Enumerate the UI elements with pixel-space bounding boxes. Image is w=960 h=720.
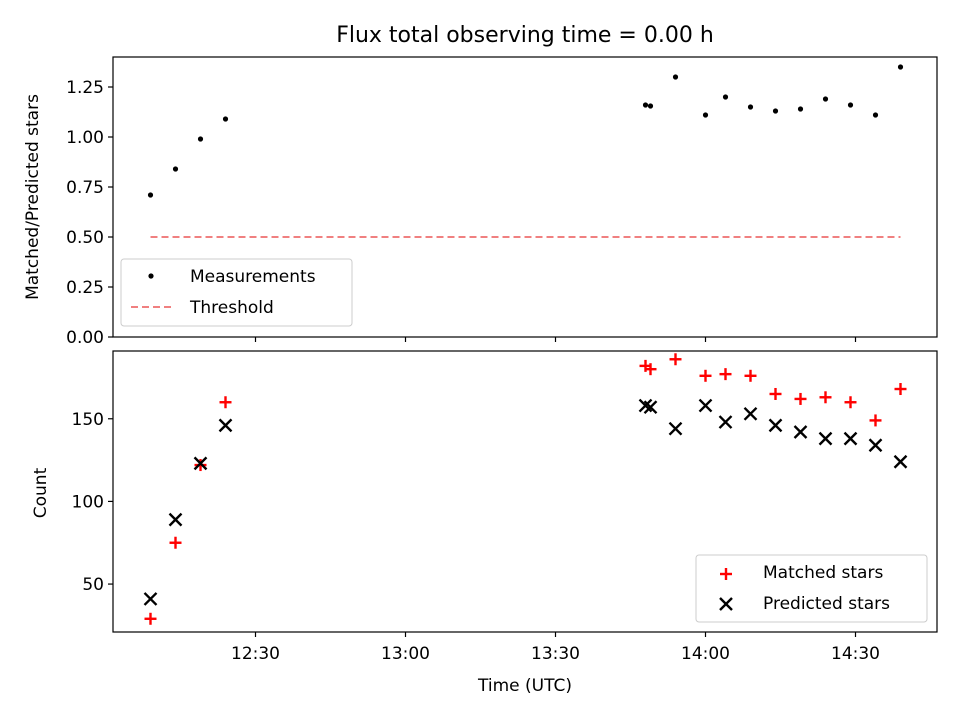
ratio-y-tick-label: 0.50 [66,228,104,248]
legend-matched-label: Matched stars [763,563,883,583]
matched-star-point [769,387,782,400]
count-panel: 50 100 150 12:30 13:00 13:30 14:00 14:30 Count… [31,350,938,696]
measurement-point [872,112,879,118]
count-legend: Matched stars Predicted stars [695,554,928,623]
matched-star-point [819,391,832,404]
matched-star-point [869,414,882,427]
ratio-y-axis-label: Matched/Predicted stars [23,94,43,300]
predicted-star-point [193,456,208,471]
legend-threshold-label: Threshold [189,298,274,318]
measurement-point [747,104,754,110]
matched-star-point [894,383,907,396]
measurement-point [797,106,804,112]
predicted-star-point [668,421,683,436]
count-y-tick-label: 100 [72,492,104,512]
predicted-star-point [818,431,833,446]
count-y-axis-label: Count [31,467,51,518]
x-axis-label: Time (UTC) [477,676,572,696]
count-plot-frame [112,350,938,633]
x-tick-label: 14:30 [831,644,880,664]
predicted-star-point [793,425,808,439]
x-tick-label: 13:30 [531,644,580,664]
count-y-ticks: 50 100 150 [72,410,113,595]
count-y-tick-label: 50 [82,575,104,595]
count-marks [143,353,908,625]
predicted-star-point [718,415,733,429]
ratio-legend-box [120,258,353,327]
ratio-legend: Measurements Threshold [120,258,353,327]
predicted-star-point [168,512,183,527]
matched-star-point [644,363,657,376]
legend-matched-marker [720,568,732,580]
ratio-y-tick-label: 1.00 [66,128,104,148]
count-legend-box [695,554,928,623]
ratio-plot-frame [112,56,938,338]
predicted-star-point [143,592,158,606]
predicted-star-point [743,406,758,421]
legend-measurements-label: Measurements [190,267,316,287]
legend-measurements-marker [148,273,154,279]
ratio-y-ticks: 0.00 0.25 0.50 0.75 1.00 1.25 [66,78,113,348]
matched-star-point [719,368,732,381]
measurement-point [197,136,204,142]
matched-star-point [144,612,157,625]
matched-star-point [219,396,232,409]
ratio-y-tick-label: 0.00 [66,328,104,348]
matched-star-point [794,392,807,405]
ratio-y-tick-label: 0.25 [66,278,104,298]
ratio-x-ticks [254,337,857,342]
legend-predicted-label: Predicted stars [763,594,890,614]
ratio-marks [147,64,904,238]
matched-star-point [744,369,757,382]
measurement-point [897,64,904,70]
measurement-point [222,116,229,122]
measurement-point [147,192,154,198]
predicted-star-point [218,418,233,433]
predicted-star-point [893,454,908,469]
ratio-y-tick-label: 1.25 [66,78,104,98]
measurement-point [702,112,709,118]
predicted-star-point [868,438,883,453]
predicted-star-point [643,400,658,415]
chart-title: Flux total observing time = 0.00 h [336,23,714,48]
matched-star-point [699,369,712,382]
measurement-point [772,108,779,114]
count-x-ticks: 12:30 13:00 13:30 14:00 14:30 [231,632,880,664]
measurement-point [642,102,649,108]
ratio-panel: 0.00 0.25 0.50 0.75 1.00 1.25 Matched/Predict… [23,56,938,348]
x-tick-label: 14:00 [681,644,730,664]
measurement-point [722,94,729,100]
predicted-star-point [768,418,783,433]
matched-star-point [169,536,182,549]
x-tick-label: 12:30 [231,644,280,664]
x-tick-label: 13:00 [381,644,430,664]
measurement-point [822,96,829,102]
count-y-tick-label: 150 [72,410,104,430]
predicted-star-point [698,398,713,413]
ratio-y-tick-label: 0.75 [66,178,104,198]
measurement-point [672,74,679,80]
measurement-point [847,102,854,108]
measurement-point [647,103,654,109]
matched-star-point [669,353,682,366]
predicted-star-point [843,431,858,446]
measurement-point [172,166,179,172]
matched-star-point [844,396,857,409]
legend-predicted-marker [719,597,733,611]
